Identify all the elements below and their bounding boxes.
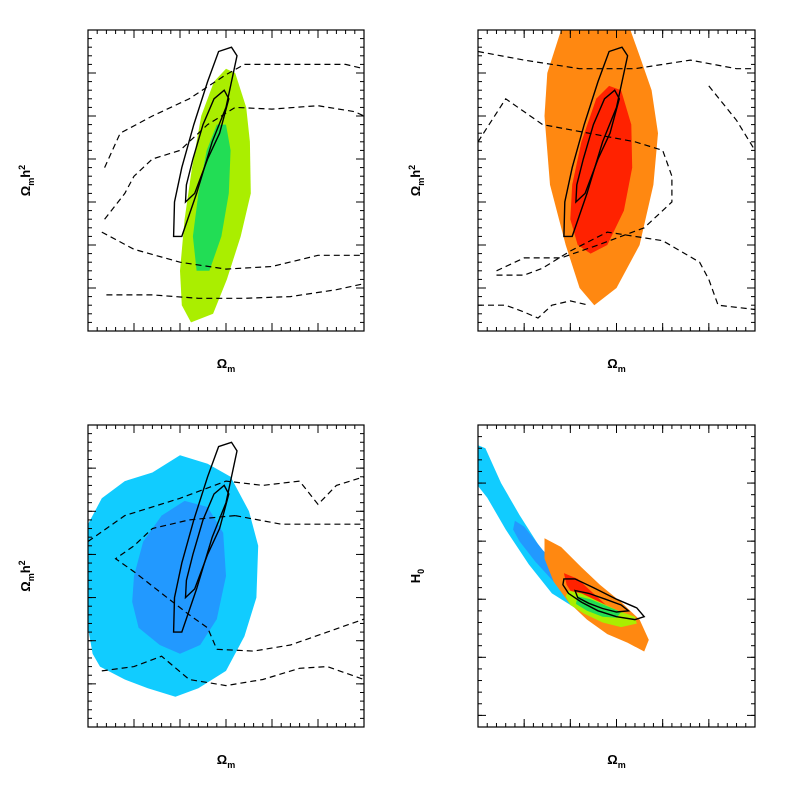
dashed-contour bbox=[708, 85, 755, 151]
dashed-contour bbox=[216, 618, 364, 652]
y-axis-label: Ωmh2 bbox=[17, 165, 36, 196]
plot-area bbox=[478, 445, 649, 652]
plot-area bbox=[88, 441, 364, 697]
dashed-contour bbox=[478, 300, 589, 319]
solid-contour bbox=[575, 89, 621, 204]
dashed-contour bbox=[114, 515, 236, 650]
panel-h0-vs-omega-m: Ωm H0 bbox=[408, 424, 756, 770]
x-axis-label: Ωm bbox=[607, 356, 625, 374]
filled-contour bbox=[478, 445, 622, 626]
solid-contour bbox=[184, 89, 230, 204]
solid-contour bbox=[172, 46, 238, 238]
solid-contour bbox=[172, 441, 238, 633]
y-axis-label: Ωmh2 bbox=[407, 165, 426, 196]
filled-contour bbox=[570, 85, 633, 254]
x-axis-label: Ωm bbox=[217, 356, 235, 374]
dashed-contour bbox=[88, 476, 364, 542]
solid-contour bbox=[563, 46, 629, 238]
panel-owcdm: Ωm Ωmh2 bbox=[17, 424, 365, 770]
panel-olcdm: Ωm Ωmh2 bbox=[17, 29, 365, 374]
dashed-contour bbox=[496, 231, 755, 311]
plot-area bbox=[101, 46, 364, 323]
dashed-contour bbox=[106, 283, 364, 299]
filled-contour bbox=[192, 124, 231, 271]
x-axis-label: Ωm bbox=[217, 752, 235, 770]
solid-contour bbox=[573, 589, 631, 613]
solid-contour bbox=[184, 484, 230, 600]
solid-contour bbox=[562, 578, 646, 621]
dashed-contour bbox=[101, 655, 364, 687]
panel-wcdm: Ωm Ωmh2 bbox=[407, 29, 756, 374]
plot-area bbox=[478, 30, 755, 319]
dashed-contour bbox=[101, 231, 364, 270]
plot-frame bbox=[477, 424, 756, 728]
y-axis-label: H0 bbox=[408, 569, 426, 583]
dashed-contour bbox=[478, 50, 755, 70]
y-axis-label: Ωmh2 bbox=[17, 560, 36, 591]
x-axis-label: Ωm bbox=[607, 752, 625, 770]
dashed-contour bbox=[104, 105, 364, 220]
dashed-contour bbox=[235, 515, 364, 525]
